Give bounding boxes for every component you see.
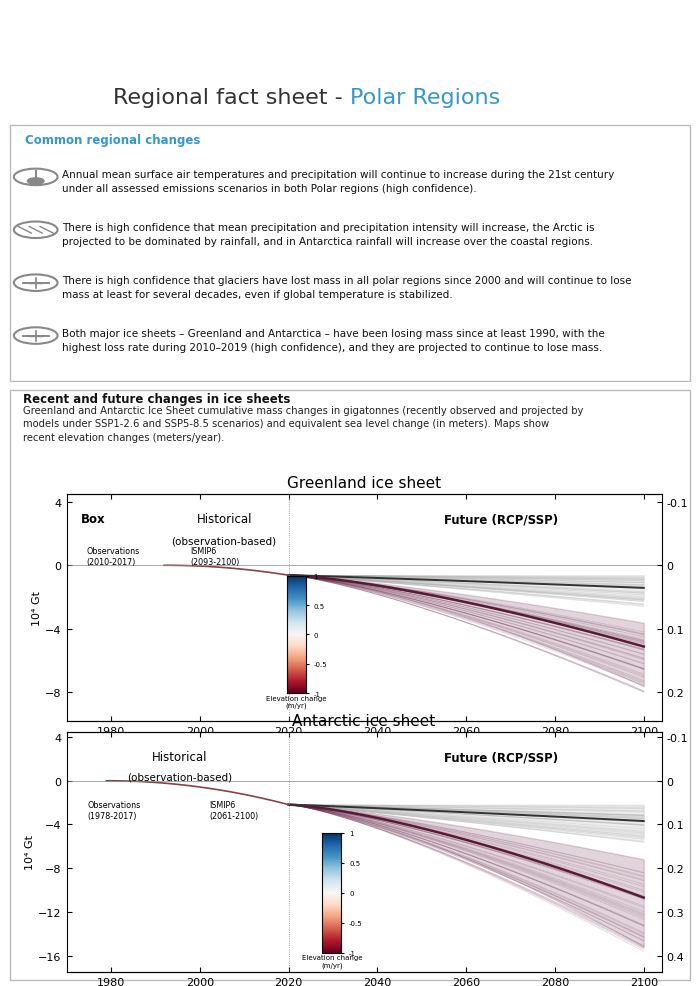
Circle shape <box>27 178 44 185</box>
Text: Historical: Historical <box>152 750 207 763</box>
Text: Both major ice sheets – Greenland and Antarctica – have been losing mass since a: Both major ice sheets – Greenland and An… <box>62 328 604 352</box>
Text: (observation-based): (observation-based) <box>127 772 232 782</box>
Text: Annual mean surface air temperatures and precipitation will continue to increase: Annual mean surface air temperatures and… <box>62 170 614 194</box>
Text: SIXTH ASSESSMENT REPORT: SIXTH ASSESSMENT REPORT <box>10 23 266 38</box>
Text: Recent and future changes in ice sheets: Recent and future changes in ice sheets <box>23 392 290 406</box>
Text: Common regional changes: Common regional changes <box>25 134 201 147</box>
Title: Antarctic ice sheet: Antarctic ice sheet <box>293 713 435 728</box>
FancyBboxPatch shape <box>10 390 690 980</box>
Y-axis label: 10⁴ Gt: 10⁴ Gt <box>25 834 36 870</box>
Y-axis label: 10⁴ Gt: 10⁴ Gt <box>32 591 43 625</box>
Text: INTERGOVERNMENTAL PANEL ON: INTERGOVERNMENTAL PANEL ON <box>420 23 531 29</box>
FancyBboxPatch shape <box>10 125 690 382</box>
Title: Greenland ice sheet: Greenland ice sheet <box>287 475 441 490</box>
Text: Greenland and Antarctic Ice Sheet cumulative mass changes in gigatonnes (recentl: Greenland and Antarctic Ice Sheet cumula… <box>23 405 584 443</box>
Text: Future (RCP/SSP): Future (RCP/SSP) <box>444 513 558 526</box>
Text: climate change: climate change <box>531 28 617 38</box>
Text: WHO: WHO <box>625 58 643 64</box>
Text: Working Group I – The Physical Science Basis: Working Group I – The Physical Science B… <box>10 50 246 60</box>
Text: There is high confidence that glaciers have lost mass in all polar regions since: There is high confidence that glaciers h… <box>62 276 631 300</box>
Text: Future (RCP/SSP): Future (RCP/SSP) <box>444 750 558 763</box>
Text: Box: Box <box>81 513 106 526</box>
Text: Historical: Historical <box>197 513 252 526</box>
Text: There is high confidence that mean precipitation and precipitation intensity wil: There is high confidence that mean preci… <box>62 223 594 246</box>
Text: Regional fact sheet -: Regional fact sheet - <box>113 88 350 107</box>
Text: ipcc: ipcc <box>418 60 480 88</box>
Text: (observation-based): (observation-based) <box>172 536 276 546</box>
Text: Polar Regions: Polar Regions <box>350 88 500 107</box>
Text: UNEP: UNEP <box>650 58 669 64</box>
